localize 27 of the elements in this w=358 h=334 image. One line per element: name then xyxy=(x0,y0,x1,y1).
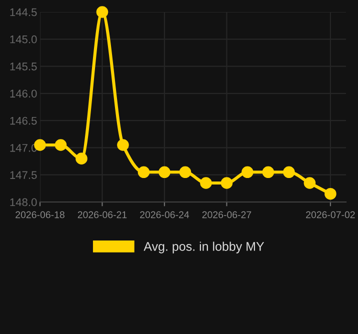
x-tick-label: 2026-06-24 xyxy=(140,211,190,218)
y-tick-label: 144.5 xyxy=(10,8,37,16)
point xyxy=(138,166,150,178)
x-tick-label: 2026-06-27 xyxy=(202,211,252,218)
point xyxy=(158,166,170,178)
point xyxy=(200,177,212,189)
legend-label: Avg. pos. in lobby MY xyxy=(144,242,264,254)
y-tick-label: 146.0 xyxy=(10,90,37,98)
x-tick-label: 2026-06-21 xyxy=(78,211,127,218)
point xyxy=(96,6,108,18)
x-tick-label: 2026-06-18 xyxy=(16,211,64,218)
point xyxy=(220,177,233,189)
point xyxy=(283,166,295,178)
point xyxy=(262,166,274,178)
point xyxy=(304,177,316,189)
point xyxy=(242,166,254,178)
point xyxy=(324,188,336,200)
x-tick-label: 2026-07-02 xyxy=(306,211,355,218)
y-tick-label: 148.0 xyxy=(10,198,37,206)
y-tick-label: 146.5 xyxy=(10,116,37,125)
point xyxy=(117,139,129,151)
y-tick-label: 147.5 xyxy=(10,171,37,179)
point xyxy=(54,139,67,151)
point xyxy=(76,152,88,164)
y-tick-label: 145.0 xyxy=(10,35,37,44)
y-tick-label: 145.5 xyxy=(10,62,37,70)
point xyxy=(179,166,192,178)
